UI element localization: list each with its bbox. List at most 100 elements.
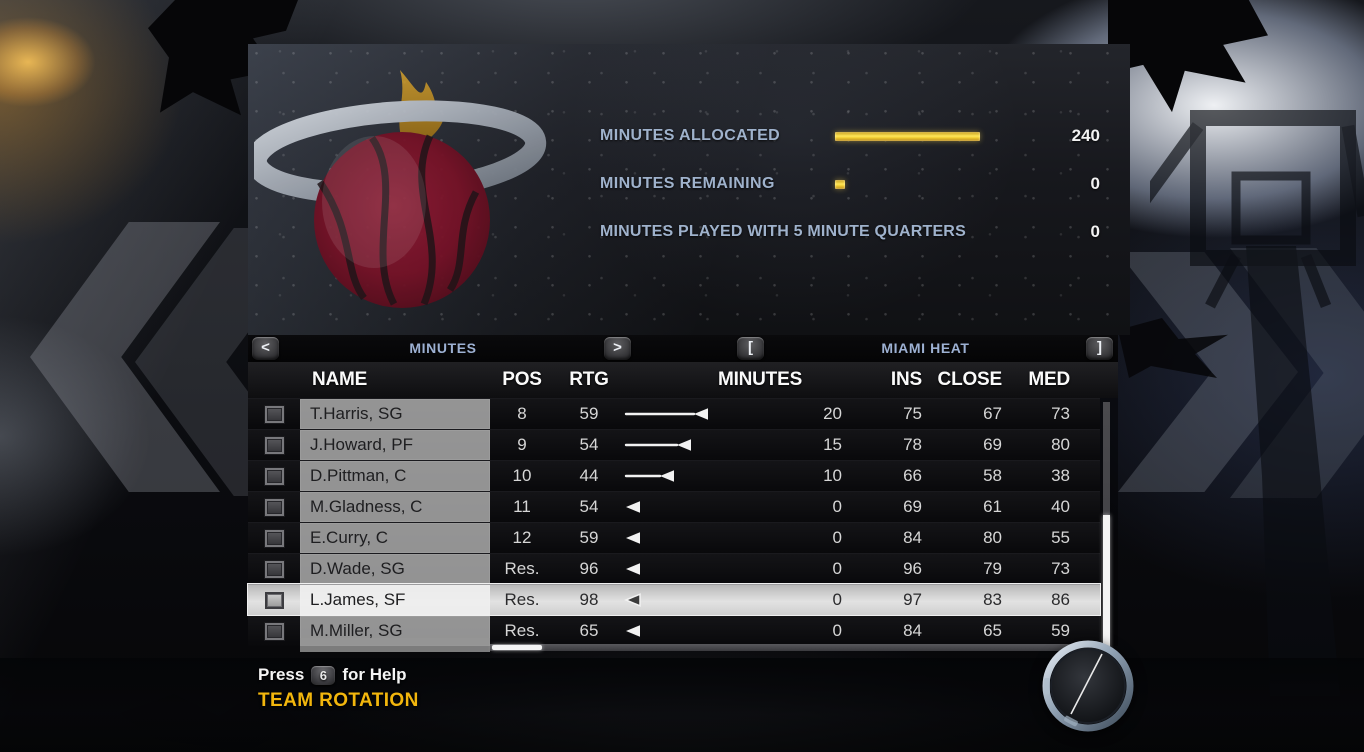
team-logo (254, 70, 547, 308)
player-med: 86 (1051, 590, 1070, 609)
chevron-left-icon[interactable]: < (252, 337, 279, 360)
table-header: NAME POS RTG MINUTES INS CLOSE MED (248, 362, 1118, 398)
minutes-slider[interactable] (624, 585, 759, 615)
player-card-icon (264, 622, 284, 640)
player-ins: 66 (903, 466, 922, 485)
vertical-scrollbar-thumb[interactable] (1103, 515, 1110, 650)
remaining-bar (835, 179, 846, 189)
player-position: Res. (504, 621, 540, 640)
player-name: E.Curry, C (300, 523, 490, 553)
player-card-icon (264, 560, 284, 578)
category-label: MINUTES (409, 340, 477, 356)
player-rating: 59 (579, 404, 599, 423)
col-name: NAME (312, 369, 368, 390)
horizontal-scrollbar-thumb[interactable] (492, 645, 542, 650)
player-row[interactable]: T.Harris, SG 8 59 20 75 67 73 (248, 398, 1100, 429)
player-name: T.Harris, SG (300, 399, 490, 429)
player-rating: 65 (579, 621, 599, 640)
player-row[interactable]: M.Gladness, C 11 54 0 69 61 40 (248, 491, 1100, 522)
player-rating: 54 (579, 497, 599, 516)
player-close: 58 (983, 466, 1002, 485)
minutes-slider[interactable] (624, 430, 759, 460)
stat-minutes-remaining: MINUTES REMAINING 0 (600, 160, 1100, 208)
basketball-hoop-silhouette (1150, 110, 1364, 696)
ink-splatter-decor (1118, 318, 1228, 378)
team-name-label: MIAMI HEAT (881, 340, 970, 356)
player-close: 79 (983, 559, 1002, 578)
player-med: 38 (1051, 466, 1070, 485)
footer-strip (0, 658, 1364, 752)
player-position: 8 (517, 404, 527, 423)
left-chevron-decor (30, 222, 220, 492)
player-card-icon (264, 467, 284, 485)
player-ins: 75 (903, 404, 922, 423)
minutes-slider[interactable] (624, 554, 759, 584)
page-title: TEAM ROTATION (258, 690, 419, 711)
col-pos: POS (502, 369, 542, 390)
player-close: 61 (983, 497, 1002, 516)
bracket-right-icon[interactable]: ] (1086, 337, 1113, 360)
player-position: 9 (517, 435, 527, 454)
player-position: Res. (504, 559, 540, 578)
minutes-stats: MINUTES ALLOCATED 240 MINUTES REMAINING … (600, 112, 1100, 256)
player-med: 80 (1051, 435, 1070, 454)
col-rtg: RTG (569, 369, 609, 390)
ink-splatter-decor (1108, 0, 1268, 113)
stat-minutes-allocated: MINUTES ALLOCATED 240 (600, 112, 1100, 160)
player-minutes: 0 (832, 528, 842, 547)
player-position: 11 (513, 497, 531, 516)
rotation-dial (1042, 640, 1134, 732)
player-minutes: 0 (832, 497, 842, 516)
player-ins: 69 (903, 497, 922, 516)
stat-label: MINUTES ALLOCATED (600, 127, 781, 144)
minutes-slider[interactable] (624, 616, 759, 646)
chevron-right-icon[interactable]: > (604, 337, 631, 360)
player-ins: 97 (903, 590, 922, 609)
press-text: Press (258, 665, 305, 684)
player-row[interactable]: L.James, SF Res. 98 0 97 83 86 (248, 584, 1100, 615)
stat-value: 240 (1071, 126, 1100, 145)
player-minutes: 0 (832, 590, 842, 609)
player-med: 40 (1051, 497, 1070, 516)
player-rating: 54 (579, 435, 599, 454)
minutes-slider[interactable] (624, 523, 759, 553)
player-row[interactable]: E.Curry, C 12 59 0 84 80 55 (248, 522, 1100, 553)
player-rating: 96 (579, 559, 599, 578)
player-row[interactable]: J.Howard, PF 9 54 15 78 69 80 (248, 429, 1100, 460)
bracket-left-icon[interactable]: [ (737, 337, 764, 360)
stat-minutes-played: MINUTES PLAYED WITH 5 MINUTE QUARTERS 0 (600, 208, 1100, 256)
player-minutes: 15 (823, 435, 842, 454)
player-row[interactable]: D.Pittman, C 10 44 10 66 58 38 (248, 460, 1100, 491)
allocated-bar (835, 131, 980, 141)
player-name: L.James, SF (300, 585, 490, 615)
player-rating: 44 (579, 466, 599, 485)
stat-label: MINUTES PLAYED WITH 5 MINUTE QUARTERS (600, 223, 966, 240)
player-minutes: 0 (832, 559, 842, 578)
player-ins: 96 (903, 559, 922, 578)
player-position: Res. (504, 590, 540, 609)
minutes-slider[interactable] (624, 461, 759, 491)
stat-value: 0 (1090, 222, 1100, 241)
stat-label: MINUTES REMAINING (600, 175, 775, 192)
player-minutes: 10 (823, 466, 842, 485)
player-name: M.Gladness, C (300, 492, 490, 522)
right-chevron-decor (1230, 248, 1364, 498)
minutes-slider[interactable] (624, 492, 759, 522)
player-close: 67 (983, 404, 1002, 423)
player-med: 55 (1051, 528, 1070, 547)
player-rating: 59 (579, 528, 599, 547)
player-row[interactable]: D.Wade, SG Res. 96 0 96 79 73 (248, 553, 1100, 584)
col-med: MED (1028, 369, 1070, 390)
player-row[interactable]: M.Miller, SG Res. 65 0 84 65 59 (248, 615, 1100, 646)
player-name: D.Wade, SG (300, 554, 490, 584)
minutes-slider[interactable] (624, 399, 759, 429)
horizontal-scrollbar[interactable] (490, 644, 1100, 651)
rotation-table: T.Harris, SG 8 59 20 75 67 73 J.Howard, … (248, 398, 1118, 646)
player-med: 73 (1051, 404, 1070, 423)
vertical-scrollbar[interactable] (1103, 402, 1110, 650)
player-card-icon (264, 436, 284, 454)
name-column-panel (300, 638, 490, 652)
stat-value: 0 (1090, 174, 1100, 193)
player-minutes: 20 (823, 404, 842, 423)
